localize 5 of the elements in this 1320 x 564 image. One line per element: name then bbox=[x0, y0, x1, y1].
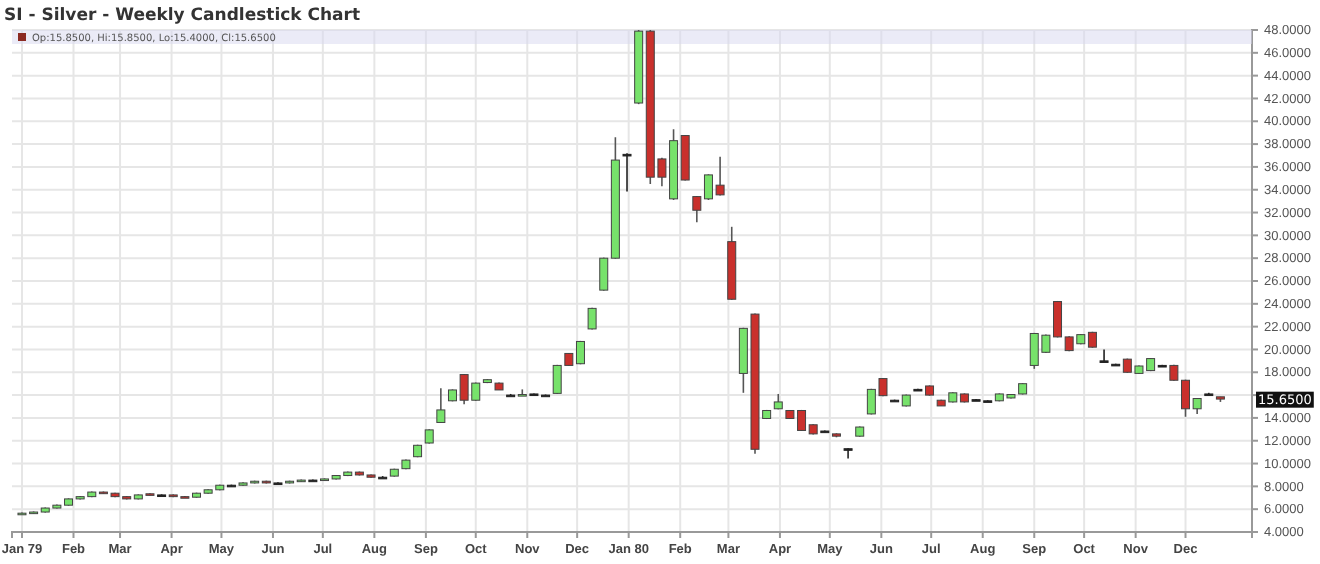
candlestick bbox=[622, 152, 632, 193]
candlestick bbox=[436, 387, 446, 424]
chart-title: SI - Silver - Weekly Candlestick Chart bbox=[4, 6, 361, 26]
candlestick bbox=[1099, 348, 1109, 363]
candlestick bbox=[517, 388, 527, 397]
